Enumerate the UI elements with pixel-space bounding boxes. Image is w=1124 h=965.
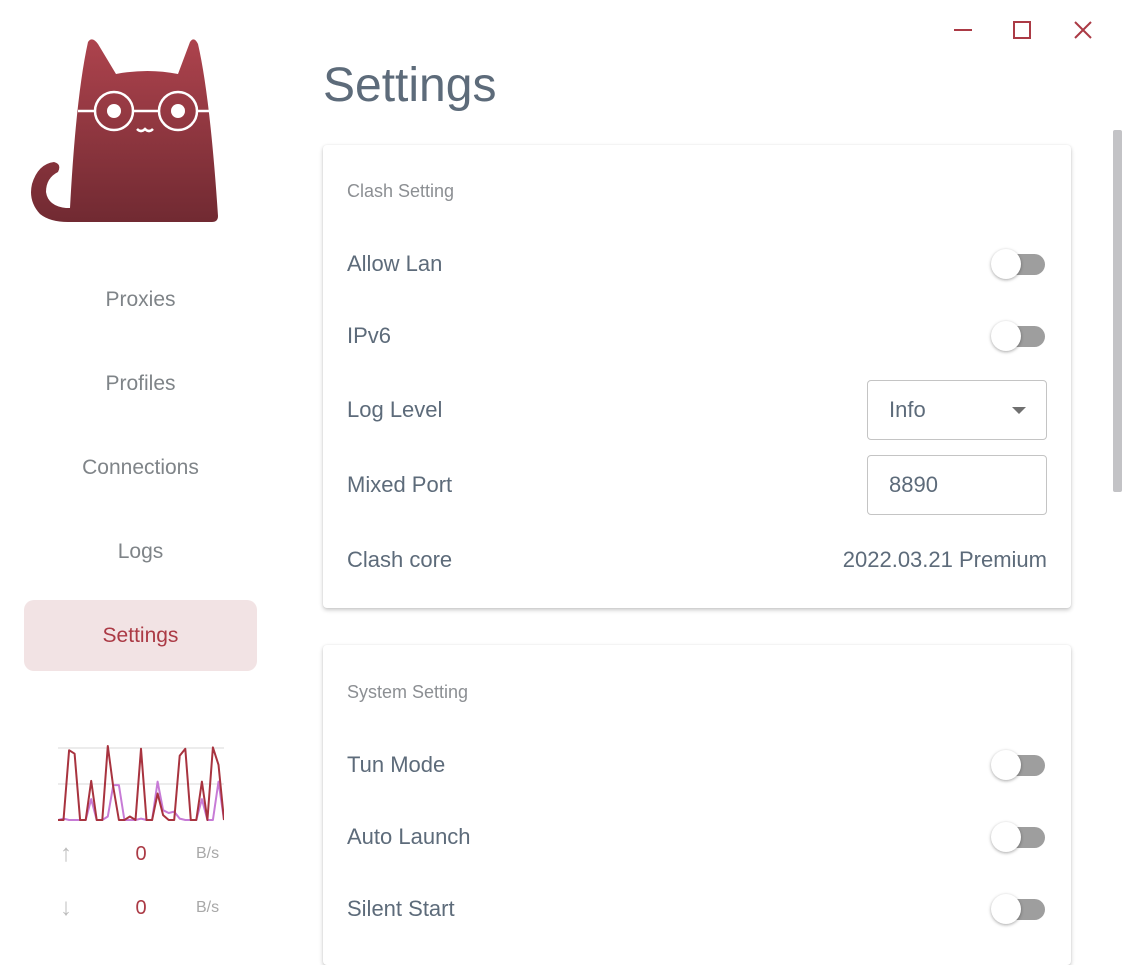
system-setting-card: System Setting Tun Mode Auto Launch Sile… [323,645,1071,965]
clash-core-version: 2022.03.21 Premium [842,547,1047,572]
ipv6-row: IPv6 [347,306,1047,366]
caret-down-icon [1012,407,1026,414]
silent-start-toggle[interactable] [991,892,1047,926]
auto-launch-row: Auto Launch [347,807,1047,867]
nav-label: Settings [102,623,179,647]
mixed-port-input[interactable]: 8890 [867,455,1047,515]
scrollbar[interactable] [1113,130,1122,492]
maximize-button[interactable] [1004,14,1040,46]
upload-series-line [58,745,224,821]
mixed-port-value: 8890 [889,472,938,497]
allow-lan-toggle[interactable] [991,247,1047,281]
allow-lan-label: Allow Lan [347,251,443,276]
nav-logs[interactable]: Logs [24,516,257,587]
ipv6-toggle[interactable] [991,319,1047,353]
auto-launch-label: Auto Launch [347,824,471,849]
section-title: Clash Setting [347,181,455,201]
traffic-graph [58,745,224,821]
upload-speed: ↑ 0 B/s [60,839,230,869]
nav-connections[interactable]: Connections [24,432,257,503]
upload-value: 0 [135,842,147,865]
close-button[interactable] [1065,14,1101,46]
nav-profiles[interactable]: Profiles [24,348,257,419]
clash-core-row: Clash core 2022.03.21 Premium [347,530,1047,590]
page-title: Settings [323,59,497,112]
tun-mode-toggle[interactable] [991,748,1047,782]
log-level-row: Log Level Info [347,380,1047,440]
clash-core-label: Clash core [347,547,453,572]
cat-logo [31,39,218,222]
ipv6-label: IPv6 [347,323,392,348]
auto-launch-toggle[interactable] [991,820,1047,854]
clash-setting-card: Clash Setting Allow Lan IPv6 Log Level I… [323,145,1071,608]
minimize-button[interactable] [945,14,981,46]
log-level-value: Info [889,397,926,422]
sidebar: Proxies Profiles Connections Logs Settin… [0,0,280,937]
close-icon [1074,21,1092,39]
upload-unit: B/s [196,845,220,862]
silent-start-row: Silent Start [347,879,1047,939]
log-level-label: Log Level [347,397,443,422]
download-value: 0 [135,896,147,919]
maximize-icon [1013,21,1031,39]
minimize-icon [954,29,972,31]
nav-label: Logs [117,539,164,563]
download-unit: B/s [196,899,220,916]
mixed-port-row: Mixed Port 8890 [347,455,1047,515]
nav-settings[interactable]: Settings [24,600,257,671]
nav-label: Proxies [105,287,176,311]
arrow-down-icon: ↓ [60,894,72,921]
nav-label: Profiles [105,371,176,395]
arrow-up-icon: ↑ [60,840,72,867]
nav-label: Connections [82,455,199,479]
log-level-select[interactable]: Info [867,380,1047,440]
section-title: System Setting [347,682,469,702]
tun-mode-row: Tun Mode [347,735,1047,795]
download-speed: ↓ 0 B/s [60,893,230,923]
silent-start-label: Silent Start [347,896,455,921]
nav-proxies[interactable]: Proxies [24,264,257,335]
tun-mode-label: Tun Mode [347,752,446,777]
allow-lan-row: Allow Lan [347,234,1047,294]
mixed-port-label: Mixed Port [347,472,453,497]
